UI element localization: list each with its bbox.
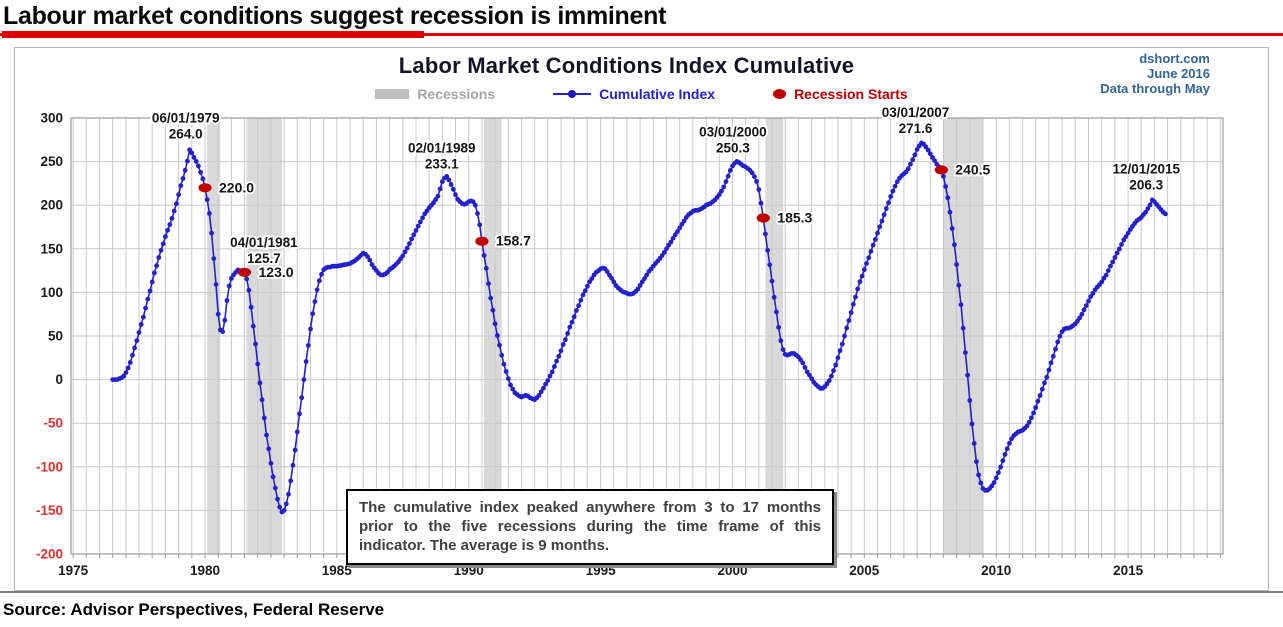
chart-frame: 220.0 123.0 158.7 185.3 240.5 06/01/1979 264.0… (14, 47, 1269, 591)
headline-underline-thick (2, 31, 424, 38)
y-axis-tick-label: -100 (36, 459, 63, 474)
x-axis-tick-label: 2005 (849, 563, 880, 578)
legend-item-recession-starts: Recession Starts (773, 86, 908, 102)
watermark-date: June 2016 (1147, 66, 1210, 81)
recession-band-swatch-icon (375, 89, 410, 99)
recession-start-label: 240.5 (955, 161, 990, 177)
recession-start-label: 185.3 (777, 210, 812, 226)
legend-label-cumulative-index: Cumulative Index (599, 86, 716, 102)
chart-watermark: dshort.com June 2016 Data through May (1100, 51, 1210, 96)
y-axis-tick-label: -50 (43, 416, 63, 431)
peak-annotation-value: 271.6 (899, 121, 933, 136)
peak-annotation-value: 206.3 (1129, 178, 1163, 193)
recession-start-label: 220.0 (219, 179, 254, 195)
peak-annotation-value: 125.7 (247, 251, 281, 266)
legend-label-recessions: Recessions (417, 86, 496, 102)
x-axis-tick-label: 2000 (717, 563, 747, 578)
peak-annotation-value: 233.1 (425, 156, 459, 171)
y-axis-tick-label: -150 (36, 503, 63, 518)
x-axis-tick-label: 1995 (586, 563, 617, 578)
recession-start-label: 158.7 (496, 233, 531, 249)
x-axis-tick-label: 1990 (454, 563, 484, 578)
recession-start-dot (198, 183, 212, 193)
x-axis-tick-label: 1980 (190, 563, 220, 578)
headline-underline-thin (0, 33, 1283, 36)
x-axis-tick-label: 1975 (58, 563, 89, 578)
line-marker-swatch-icon (553, 88, 592, 100)
legend-label-recession-starts: Recession Starts (794, 86, 908, 102)
watermark-note: Data through May (1100, 81, 1210, 96)
chart-legend: Recessions Cumulative Index Recession St… (15, 86, 1268, 102)
y-axis-tick-label: -200 (36, 547, 63, 562)
y-axis-tick-label: 0 (55, 372, 63, 387)
peak-annotation-date: 03/01/2007 (882, 105, 950, 120)
recession-start-dot (756, 213, 770, 223)
source-note: Source: Advisor Perspectives, Federal Re… (3, 600, 385, 619)
y-axis-tick-label: 250 (40, 154, 63, 169)
note-box: The cumulative index peaked anywhere fro… (346, 489, 834, 565)
chart-title: Labor Market Conditions Index Cumulative (398, 53, 855, 78)
peak-annotation-date: 03/01/2000 (699, 124, 767, 139)
peak-annotation-date: 12/01/2015 (1113, 162, 1181, 177)
peak-annotation-date: 02/01/1989 (408, 140, 476, 155)
y-axis-tick-label: 200 (40, 198, 63, 213)
x-axis-tick-label: 2015 (1113, 563, 1144, 578)
recession-start-dot (475, 236, 489, 246)
legend-item-cumulative-index: Cumulative Index (553, 86, 715, 102)
recession-start-dot (237, 267, 252, 277)
recession-start-label: 123.0 (259, 264, 294, 280)
y-axis-tick-label: 100 (40, 285, 63, 300)
y-axis-tick-label: 150 (40, 241, 63, 256)
recession-start-dot (934, 165, 948, 175)
peak-annotation-value: 264.0 (169, 126, 203, 141)
y-axis-tick-label: 300 (40, 111, 63, 126)
page-headline: Labour market conditions suggest recessi… (3, 2, 667, 30)
red-dot-swatch-icon (773, 89, 787, 99)
peak-annotation-date: 04/01/1981 (230, 235, 298, 250)
x-axis-tick-label: 1985 (322, 563, 353, 578)
peak-annotation-value: 250.3 (716, 140, 750, 155)
y-axis-tick-label: 50 (48, 329, 63, 344)
x-axis-tick-label: 2010 (981, 563, 1011, 578)
watermark-site: dshort.com (1139, 51, 1210, 66)
legend-item-recessions: Recessions (375, 86, 495, 102)
footer-divider (0, 591, 1283, 593)
peak-annotation-date: 06/01/1979 (152, 110, 220, 125)
